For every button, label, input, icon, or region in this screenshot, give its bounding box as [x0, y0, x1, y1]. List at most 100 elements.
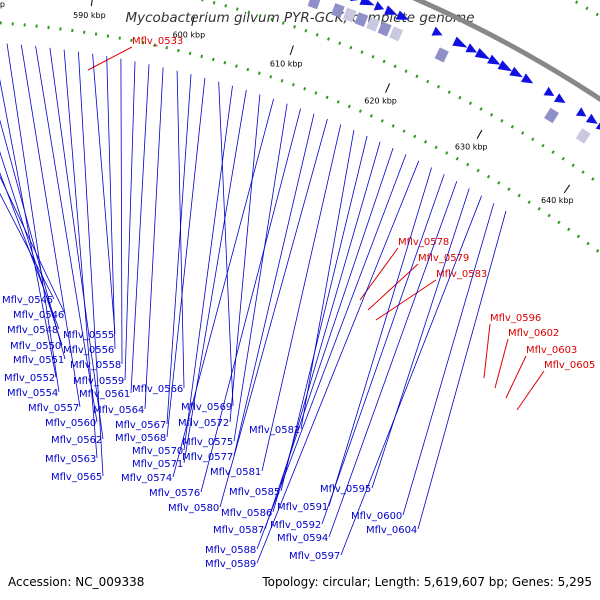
highlighted-gene-label: Mflv_0603 [526, 345, 577, 356]
gene-block-56 [354, 12, 369, 27]
tick-label: 640 kbp [541, 196, 574, 205]
highlighted-gene-label: Mflv_0533 [132, 36, 183, 47]
gene-block-52 [307, 0, 322, 10]
feature-layer [307, 0, 600, 144]
tick-mark-4 [191, 16, 195, 27]
highlight-connector-8 [516, 370, 545, 411]
locus-label: Mflv_0575 [182, 437, 233, 448]
locus-label: Mflv_0554 [7, 388, 58, 399]
locus-connector-36 [256, 154, 407, 550]
locus-label: Mflv_0551 [13, 355, 64, 366]
locus-label: Mflv_0562 [51, 435, 102, 446]
gene-block-73 [544, 107, 559, 124]
locus-connector-39 [321, 174, 445, 525]
locus-connector-22 [218, 81, 234, 407]
locus-connector-15 [120, 58, 123, 365]
locus-label: Mflv_0555 [63, 330, 114, 341]
locus-label: Mflv_0585 [229, 487, 280, 498]
locus-label: Mflv_0561 [79, 389, 130, 400]
forward-gene-67 [487, 54, 501, 65]
locus-connector-28 [200, 108, 301, 493]
forward-gene-57 [373, 1, 385, 11]
locus-label: Mflv_0557 [28, 403, 79, 414]
locus-label: Mflv_0577 [182, 452, 233, 463]
forward-gene-55 [350, 0, 359, 2]
highlight-connector-7 [505, 355, 527, 399]
locus-connector-41 [371, 188, 470, 489]
tick-label: 620 kbp [364, 97, 397, 106]
locus-label: Mflv_0581 [210, 467, 261, 478]
locus-label: Mflv_0563 [45, 454, 96, 465]
tick-label: 600 kbp [173, 31, 206, 40]
guide-track-2 [196, 0, 600, 187]
locus-connector-26 [172, 98, 274, 478]
highlighted-gene-label: Mflv_0596 [490, 313, 541, 324]
tick-mark-3 [90, 0, 93, 7]
highlight-connector-1 [87, 46, 133, 71]
gene-block-57 [366, 16, 380, 32]
locus-connector-4 [0, 151, 63, 346]
locus-connector-44 [417, 210, 507, 530]
locus-label: Mflv_0552 [4, 373, 55, 384]
locus-label: Mflv_0565 [51, 472, 102, 483]
locus-label: Mflv_0568 [115, 433, 166, 444]
locus-connector-11 [63, 49, 98, 459]
locus-label: Mflv_0572 [178, 418, 229, 429]
locus-connector-31 [261, 124, 342, 472]
locus-connector-7 [6, 43, 60, 393]
locus-connector-42 [340, 195, 482, 556]
locus-label: Mflv_0548 [7, 325, 58, 336]
locus-connector-30 [219, 118, 328, 508]
locus-connector-33 [280, 135, 368, 492]
forward-gene-58 [384, 5, 398, 15]
highlight-connector-6 [494, 338, 509, 389]
locus-connector-37 [256, 160, 420, 564]
highlight-connector-5 [483, 323, 491, 379]
locus-label: Mflv_0566 [132, 384, 183, 395]
guide-track-1 [569, 0, 600, 18]
locus-connector-16 [124, 61, 136, 381]
locus-connector-34 [272, 141, 381, 513]
locus-label: Mflv_0560 [45, 418, 96, 429]
forward-gene-59 [395, 10, 409, 20]
map-title: Mycobacterium gilvum PYR-GCK, complete g… [126, 10, 475, 26]
locus-label: Mflv_0550 [10, 341, 61, 352]
genome-backbone [411, 0, 600, 103]
locus-label: Mflv_0564 [93, 405, 144, 416]
locus-connector-23 [183, 85, 233, 451]
gene-block-63 [434, 47, 449, 63]
locus-label: Mflv_0582 [249, 425, 300, 436]
locus-label: Mflv_0570 [132, 446, 183, 457]
locus-label: Mflv_0604 [366, 525, 417, 536]
locus-connector-32 [300, 130, 355, 430]
locus-connector-5 [0, 119, 66, 360]
highlighted-gene-label: Mflv_0605 [544, 360, 595, 371]
locus-connector-21 [166, 77, 206, 438]
locus-connector-1 [0, 193, 55, 300]
highlight-connector-4 [375, 279, 437, 321]
forward-gene-68 [497, 60, 513, 72]
locus-label: Mflv_0576 [149, 488, 200, 499]
locus-label: Mflv_0545 [2, 295, 53, 306]
locus-connector-29 [233, 113, 315, 457]
locus-connector-18 [144, 67, 164, 410]
locus-label: Mflv_0571 [132, 459, 183, 470]
locus-connector-43 [402, 203, 495, 516]
locus-connector-13 [92, 53, 116, 335]
locus-connector-6 [0, 78, 57, 378]
locus-label: Mflv_0591 [277, 502, 328, 513]
tick-label: 630 kbp [455, 142, 488, 151]
highlighted-gene-label: Mflv_0578 [398, 237, 449, 248]
locus-connector-40 [328, 181, 458, 538]
locus-connector-35 [264, 147, 394, 530]
forward-gene-73 [553, 93, 566, 103]
locus-label: Mflv_0592 [270, 520, 321, 531]
tick-mark-5 [289, 45, 294, 56]
highlighted-gene-label: Mflv_0579 [418, 253, 469, 264]
locus-label: Mflv_0594 [277, 533, 328, 544]
locus-connector-14 [106, 56, 116, 350]
locus-connector-25 [229, 94, 261, 423]
gene-block-54 [331, 3, 345, 18]
